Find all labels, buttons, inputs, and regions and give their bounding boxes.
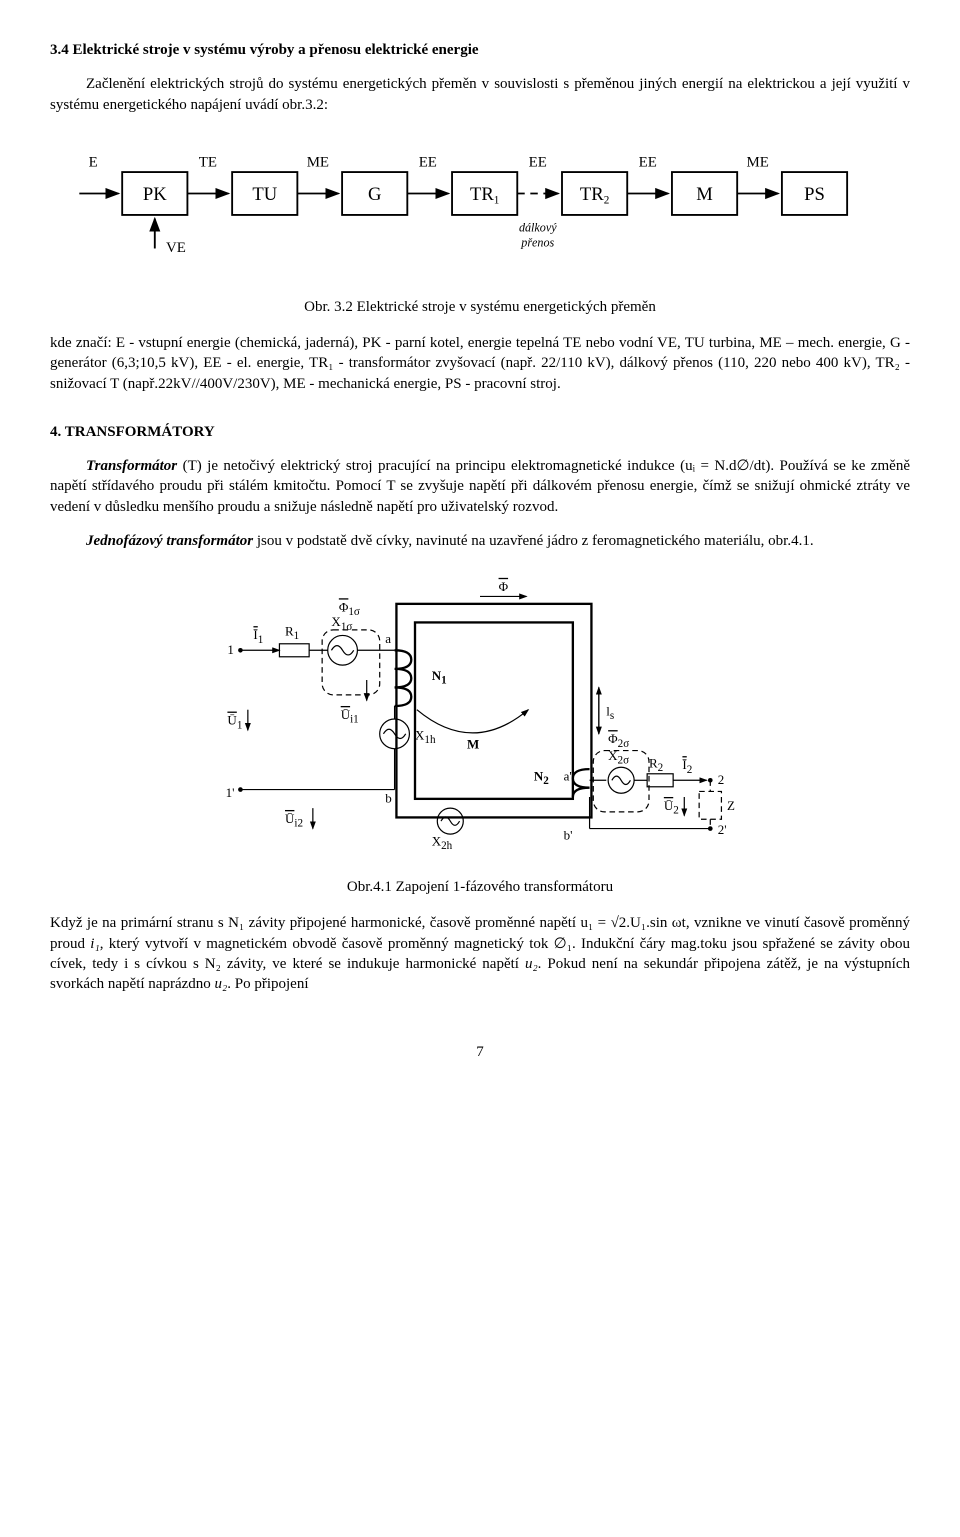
- svg-text:R2: R2: [649, 755, 663, 774]
- label-N1-sub: 1: [441, 675, 447, 687]
- label-U1-sub: 1: [237, 719, 243, 731]
- svg-text:Ī1: Ī1: [253, 627, 263, 646]
- label-I1-sub: 1: [258, 634, 264, 646]
- page-number: 7: [50, 1042, 910, 1062]
- svg-text:VE: VE: [166, 240, 186, 256]
- svg-text:přenos: přenos: [520, 235, 554, 249]
- svg-text:Ūi2: Ūi2: [285, 811, 303, 830]
- svg-text:X2h: X2h: [432, 833, 453, 852]
- svg-text:M: M: [696, 184, 713, 205]
- label-U2-sub: 2: [673, 805, 679, 817]
- figure-3-2-legend: kde značí: E - vstupní energie (chemická…: [50, 333, 910, 394]
- svg-text:dálkový: dálkový: [519, 220, 557, 234]
- section-4-para-2-rest: jsou v podstatě dvě cívky, navinuté na u…: [253, 533, 814, 549]
- figure-4-1-caption: Obr.4.1 Zapojení 1-fázového transformáto…: [50, 877, 910, 897]
- winding-n2: [573, 769, 590, 797]
- section-3-4-para-1: Začlenění elektrických strojů do systému…: [50, 74, 910, 115]
- label-R2-sub: 2: [658, 762, 664, 774]
- svg-text:EE: EE: [419, 154, 437, 170]
- label-Ui1-sub: i1: [350, 714, 359, 726]
- svg-text:Ū1: Ū1: [227, 713, 242, 732]
- final-para-f: u₂: [215, 976, 228, 992]
- label-X2h-sub: 2h: [441, 840, 453, 852]
- svg-text:G: G: [368, 184, 381, 205]
- label-R2: R: [649, 755, 658, 770]
- final-paragraph: Když je na primární stranu s N₁ závity p…: [50, 913, 910, 994]
- label-phi2s-sub: 2σ: [618, 738, 630, 750]
- section-4-heading: 4. TRANSFORMÁTORY: [50, 422, 910, 442]
- label-ls-sub: s: [610, 710, 614, 722]
- final-para-g: . Po připojení: [227, 976, 308, 992]
- label-X1s-sub: 1σ: [341, 621, 353, 633]
- label-X2s-sub: 2σ: [618, 755, 630, 767]
- svg-text:R1: R1: [285, 623, 299, 642]
- svg-text:Ī2: Ī2: [682, 757, 692, 776]
- label-a-prime: a': [564, 768, 572, 783]
- label-phi2s: Φ: [608, 731, 618, 746]
- svg-text:Ūi1: Ūi1: [341, 707, 359, 726]
- final-para-b: i₁: [90, 936, 99, 952]
- svg-text:PK: PK: [143, 184, 167, 205]
- svg-text:Φ1σ: Φ1σ: [339, 599, 360, 618]
- svg-text:ls: ls: [606, 703, 614, 722]
- label-X1h-sub: 1h: [424, 734, 436, 746]
- svg-text:ME: ME: [747, 154, 769, 170]
- label-M: M: [467, 737, 479, 752]
- section-4-para-1-rest: (T) je netočivý elektrický stroj pracují…: [50, 458, 910, 515]
- label-b: b: [385, 791, 392, 806]
- svg-text:EE: EE: [639, 154, 657, 170]
- label-N2-sub: 2: [543, 775, 549, 787]
- label-terminal-1p: 1': [226, 785, 235, 800]
- term-transformator: Transformátor: [86, 458, 177, 474]
- section-4-para-1: Transformátor (T) je netočivý elektrický…: [50, 456, 910, 517]
- label-Z: Z: [727, 798, 735, 813]
- figure-3-2: PKTUGTR1TR2MPS ETEMEEEEEEEME VE dálkovýp…: [70, 139, 890, 289]
- svg-text:E: E: [89, 154, 98, 170]
- label-terminal-1: 1: [227, 642, 234, 657]
- section-3-4-heading: 3.4 Elektrické stroje v systému výroby a…: [50, 40, 910, 60]
- label-phi: Φ: [499, 579, 509, 594]
- label-b-prime: b': [564, 828, 573, 843]
- svg-text:TE: TE: [199, 154, 217, 170]
- svg-text:ME: ME: [307, 154, 329, 170]
- label-phi1s-sub: 1σ: [348, 606, 360, 618]
- label-terminal-2: 2: [718, 772, 725, 787]
- section-4-para-2: Jednofázový transformátor jsou v podstat…: [50, 531, 910, 551]
- label-R1-sub: 1: [294, 630, 300, 642]
- svg-text:X1h: X1h: [415, 727, 436, 746]
- final-para-d: u₂: [525, 956, 538, 972]
- label-a: a: [385, 631, 391, 646]
- label-Ui2-sub: i2: [294, 818, 303, 830]
- term-jednofazovy: Jednofázový transformátor: [86, 533, 253, 549]
- svg-text:N2: N2: [534, 768, 549, 787]
- label-R1: R: [285, 623, 294, 638]
- svg-text:Φ: Φ: [499, 579, 509, 594]
- figure-3-2-caption: Obr. 3.2 Elektrické stroje v systému ene…: [50, 297, 910, 317]
- svg-text:Ū2: Ū2: [664, 798, 679, 817]
- label-I2-sub: 2: [687, 764, 693, 776]
- svg-text:EE: EE: [529, 154, 547, 170]
- svg-text:N1: N1: [432, 668, 447, 687]
- label-phi1s: Φ: [339, 599, 349, 614]
- figure-4-1: Φ ls 1 1' Ī1 R1 X1σ a Φ1σ N1 X1h b Ū1 Ūi…: [220, 569, 740, 869]
- svg-text:PS: PS: [804, 184, 825, 205]
- svg-text:TU: TU: [252, 184, 277, 205]
- label-terminal-2p: 2': [718, 822, 727, 837]
